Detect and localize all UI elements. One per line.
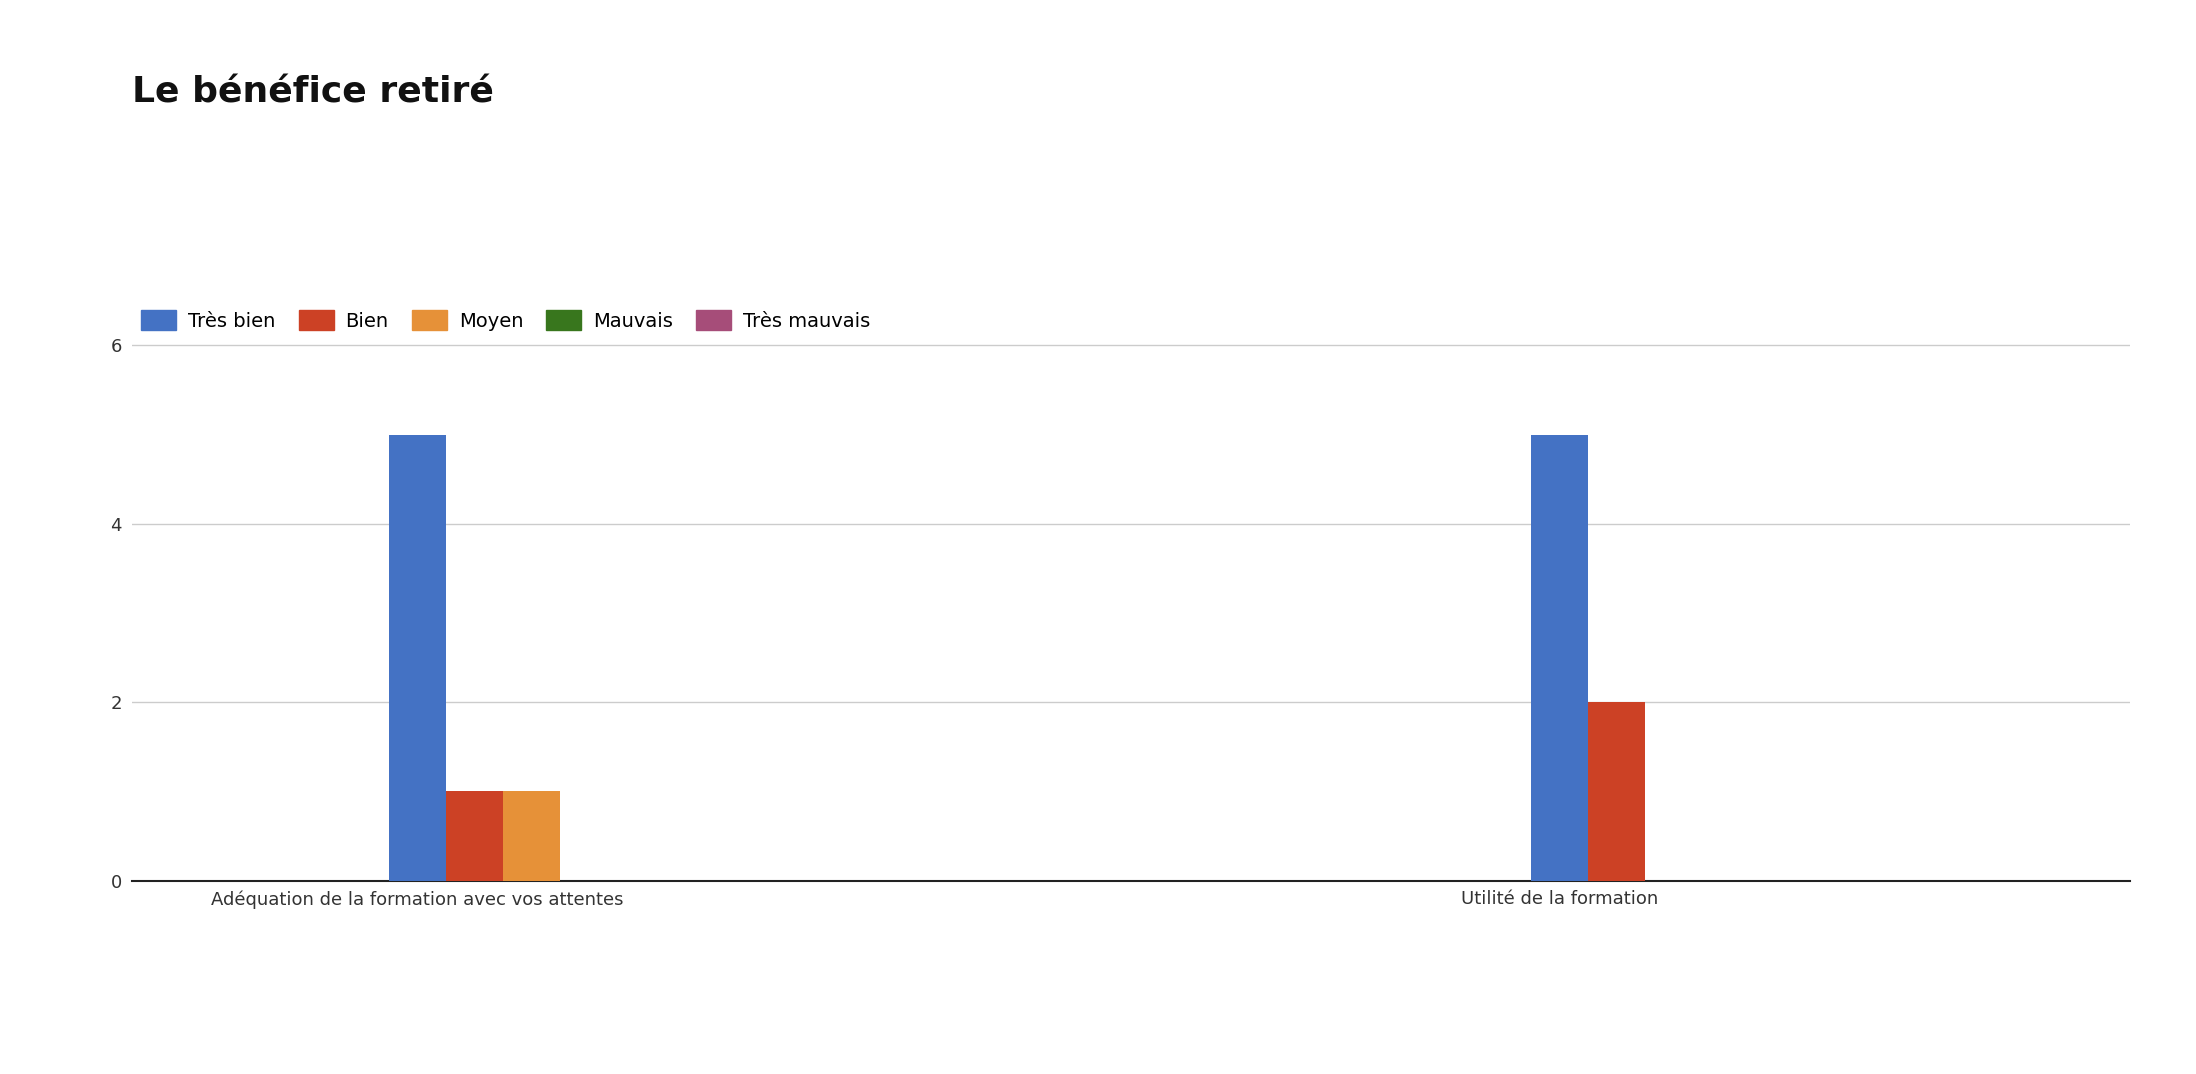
Text: Le bénéfice retiré: Le bénéfice retiré [132,75,494,110]
Bar [503,792,560,881]
Bar [1588,702,1645,881]
Legend: Très bien, Bien, Moyen, Mauvais, Très mauvais: Très bien, Bien, Moyen, Mauvais, Très ma… [141,310,870,331]
Bar [1531,435,1588,881]
Bar [446,792,503,881]
Bar [389,435,446,881]
